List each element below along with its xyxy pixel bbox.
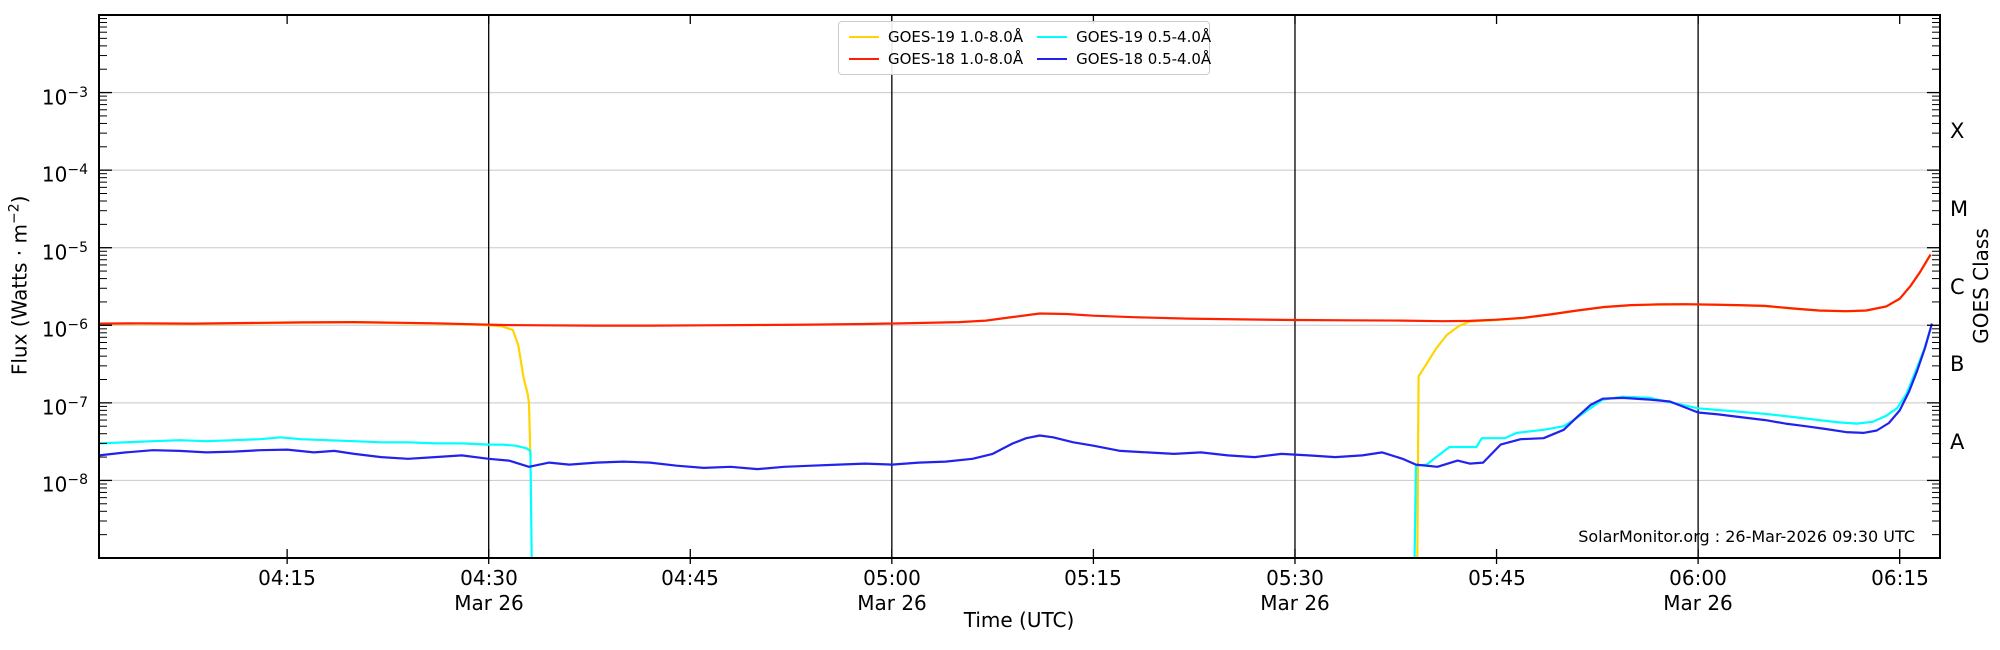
legend-entry-goes18-long: GOES-18 1.0-8.0Å [849,49,1023,69]
ytick-1e-7: 10−7 [41,395,88,420]
xtick-0545: 05:45 [1468,566,1526,590]
series-line-goes-19-1-0-8-0- [98,321,532,458]
series-line-goes-19-1-0-8-0- [1416,254,1932,559]
legend-line-sample-goes19-long [849,36,879,38]
series-line-goes-18-1-0-8-0- [98,253,1932,327]
legend-label: GOES-18 0.5-4.0Å [1076,50,1212,68]
legend: GOES-19 1.0-8.0Å GOES-19 0.5-4.0Å GOES-1… [838,21,1211,75]
legend-label: GOES-18 1.0-8.0Å [888,50,1024,68]
legend-line-sample-goes18-short [1037,58,1068,60]
class-label-b: B [1950,352,1965,376]
gridlines [99,92,1940,481]
xtick-0515: 05:15 [1064,566,1122,590]
attribution-timestamp: SolarMonitor.org : 26-Mar-2026 09:30 UTC [1578,527,1915,546]
class-label-c: C [1950,275,1965,299]
legend-entry-goes19-long: GOES-19 1.0-8.0Å [849,27,1023,47]
class-label-a: A [1950,430,1965,454]
legend-entry-goes18-short: GOES-18 0.5-4.0Å [1037,49,1211,69]
series-line-goes-19-0-5-4-0- [1413,328,1932,559]
ytick-1e-6: 10−6 [41,317,88,342]
legend-label: GOES-19 1.0-8.0Å [888,28,1024,46]
ytick-1e-8: 10−8 [41,472,88,497]
xtick-0530: 05:30 Mar 26 [1260,566,1330,615]
class-label-x: X [1950,119,1965,143]
right-axis-title: GOES Class [1969,228,1993,344]
xtick-0615: 06:15 [1871,566,1929,590]
left-axis-title: Flux (Watts · m−2) [6,195,32,376]
flux-series-lines [98,253,1933,559]
x-axis-title: Time (UTC) [963,608,1075,632]
ytick-1e-3: 10−3 [41,85,88,110]
series-line-goes-19-0-5-4-0- [98,436,533,559]
plot-border [98,14,1941,559]
xtick-0430: 04:30 Mar 26 [454,566,524,615]
ytick-1e-4: 10−4 [41,162,88,187]
axes-spines-ticks [98,14,1941,564]
legend-line-sample-goes18-long [849,58,879,60]
legend-entry-goes19-short: GOES-19 0.5-4.0Å [1037,27,1211,47]
legend-line-sample-goes19-short [1037,36,1068,38]
day-marker-lines [488,15,1699,558]
xtick-0445: 04:45 [661,566,719,590]
class-label-m: M [1950,197,1969,221]
legend-label: GOES-19 0.5-4.0Å [1076,28,1212,46]
xtick-0600: 06:00 Mar 26 [1663,566,1733,615]
xtick-0415: 04:15 [258,566,316,590]
series-line-goes-18-0-5-4-0- [98,323,1933,471]
ytick-1e-5: 10−5 [41,240,88,265]
xtick-0500: 05:00 Mar 26 [857,566,927,615]
